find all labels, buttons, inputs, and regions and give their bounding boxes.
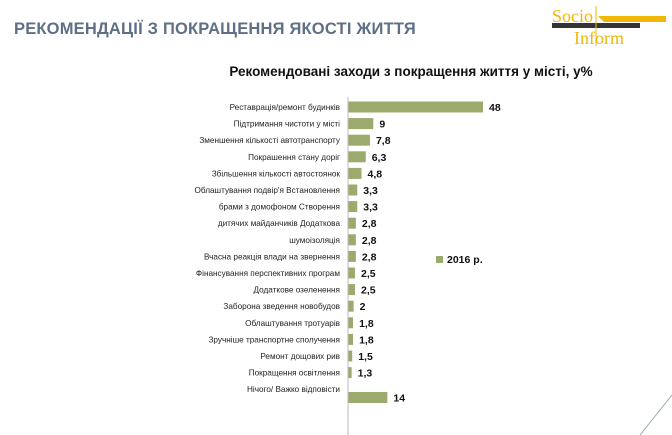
category-label: Фінансування перспективних програм <box>196 269 340 278</box>
data-label: 48 <box>489 102 501 114</box>
bar <box>348 184 358 196</box>
category-label: Зменшення кількості автотранспорту <box>199 136 341 145</box>
bar <box>348 167 362 179</box>
category-label: брами з домофоном Створення <box>219 203 340 212</box>
chart-title: Рекомендовані заходи з покращення життя … <box>229 64 593 79</box>
legend-label: 2016 р. <box>447 254 483 266</box>
category-label: Підтримання чистоти у місті <box>234 120 341 129</box>
bar <box>348 392 388 403</box>
data-label: 6,3 <box>372 152 387 164</box>
category-label: Додаткове озеленення <box>253 286 340 295</box>
data-label: 14 <box>393 393 405 405</box>
bar <box>348 300 354 312</box>
bar <box>348 101 483 113</box>
data-label: 2,8 <box>362 235 377 247</box>
category-label: Вчасна реакція влади на звернення <box>204 252 340 261</box>
page-title: РЕКОМЕНДАЦІЇ З ПОКРАЩЕННЯ ЯКОСТІ ЖИТТЯ <box>14 20 416 38</box>
category-label: шумоізоляція <box>289 236 340 245</box>
data-label: 2,5 <box>361 285 376 297</box>
bar <box>348 317 354 329</box>
data-label: 1,8 <box>359 318 374 330</box>
bar <box>348 234 356 246</box>
category-label: Ремонт дощових рив <box>260 352 340 361</box>
legend-swatch <box>436 256 443 263</box>
socioinform-logo: Socio Inform <box>552 6 666 48</box>
category-label: Зручніше транспортне сполучення <box>208 335 340 344</box>
data-label: 3,3 <box>363 185 378 197</box>
bar <box>348 250 356 262</box>
data-label: 4,8 <box>368 168 383 180</box>
data-label: 2,8 <box>362 218 377 230</box>
category-label: Збільшення кількості автостоянок <box>212 169 341 178</box>
bar <box>348 350 353 362</box>
decorative-line <box>639 394 672 435</box>
data-label: 3,3 <box>363 202 378 214</box>
bar <box>348 134 370 146</box>
category-label: Заборона зведення новобудов <box>223 302 340 311</box>
bar <box>348 217 356 229</box>
data-label: 1,3 <box>358 368 373 380</box>
category-label: Облаштування подвір'я Встановлення <box>195 186 340 195</box>
category-label: Реставрація/ремонт будинків <box>230 103 340 112</box>
category-label: дитячих майданчиків Додаткова <box>218 219 341 228</box>
bar <box>348 284 356 296</box>
bar <box>348 201 358 213</box>
svg-text:Socio: Socio <box>552 6 593 26</box>
bar <box>348 118 374 130</box>
data-label: 2,5 <box>361 268 376 280</box>
category-label: Нічого/ Важко відповісти <box>247 385 340 394</box>
data-label: 9 <box>379 119 385 131</box>
bar <box>348 367 352 379</box>
data-label: 1,5 <box>358 351 373 363</box>
data-label: 1,8 <box>359 334 374 346</box>
bar <box>348 333 354 345</box>
data-label: 2 <box>360 301 366 313</box>
bar <box>348 267 356 279</box>
data-label: 2,8 <box>362 251 377 263</box>
svg-text:Inform: Inform <box>574 28 624 48</box>
data-label: 7,8 <box>376 135 391 147</box>
bar <box>348 151 366 163</box>
category-label: Покращення освітлення <box>249 369 340 378</box>
category-label: Облаштування тротуарів <box>245 319 340 328</box>
category-label: Покрашення стану доріг <box>248 153 340 162</box>
